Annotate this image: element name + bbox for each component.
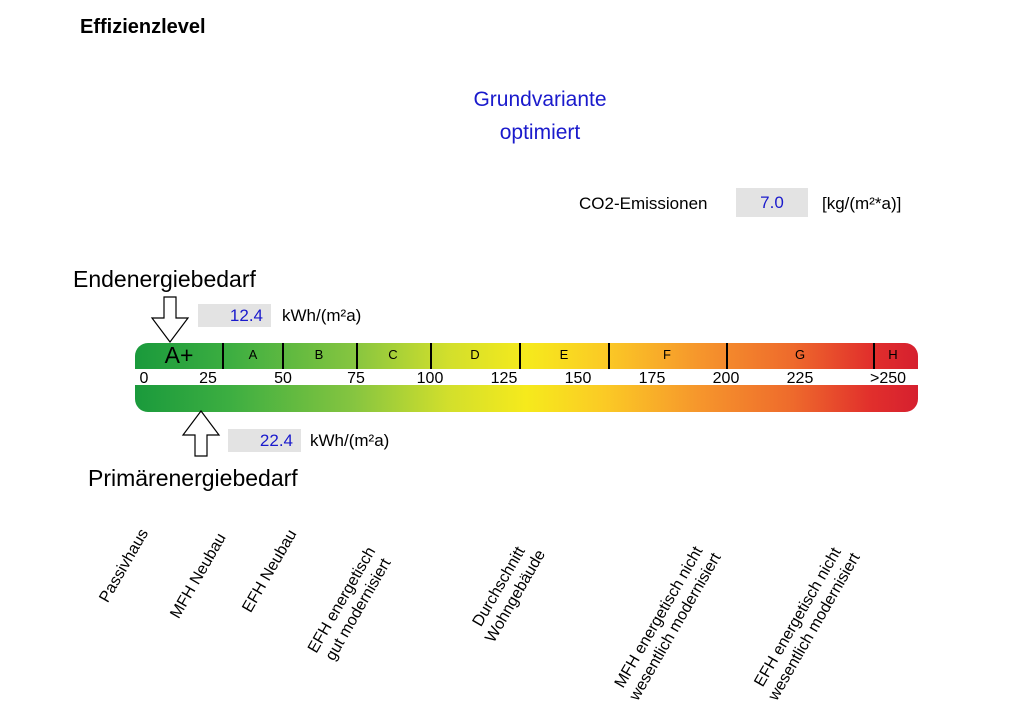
variant-subtitle: optimiert (499, 121, 581, 144)
scale-tick: 175 (638, 370, 666, 387)
building-type-line: Passivhaus (96, 526, 153, 606)
scale-tick: >250 (869, 370, 907, 387)
class-divider (356, 343, 358, 369)
building-type-label: Durchschnitt Wohngebäude (465, 537, 550, 646)
class-label: G (794, 347, 806, 362)
scale-tick: 200 (712, 370, 740, 387)
scale-tick: 50 (274, 370, 292, 387)
co2-value: 7.0 (736, 188, 808, 217)
variant-name: Grundvariante (473, 88, 607, 111)
scale-tick: 25 (199, 370, 217, 387)
scale-tick: 225 (786, 370, 814, 387)
building-type-label: MFH energetisch nicht wesentlich moderni… (609, 540, 726, 704)
class-label: E (559, 347, 569, 362)
class-label: C (388, 347, 398, 362)
building-type-line: EFH Neubau (239, 526, 301, 616)
scale-tick: 150 (564, 370, 592, 387)
page-title: Effizienzlevel (80, 16, 206, 38)
class-label: B (314, 347, 324, 362)
class-divider (726, 343, 728, 369)
scale-tick: 125 (490, 370, 518, 387)
endenergie-unit: kWh/(m²a) (282, 306, 362, 325)
co2-label: CO2-Emissionen (579, 194, 708, 213)
primaerenergie-arrow-icon (181, 410, 221, 457)
endenergie-arrow-icon (150, 296, 190, 343)
class-label: A (248, 347, 258, 362)
class-label: A+ (164, 342, 194, 368)
endenergie-value: 12.4 (198, 304, 271, 327)
building-type-line: MFH Neubau (167, 530, 230, 622)
scale-tick: 0 (139, 370, 149, 387)
primaerenergie-value: 22.4 (228, 429, 301, 452)
energy-gradient-bar (135, 385, 918, 412)
building-type-label: EFH Neubau (239, 526, 302, 616)
class-divider (519, 343, 521, 369)
class-divider (873, 343, 875, 369)
building-type-label: MFH Neubau (167, 530, 231, 622)
class-divider (222, 343, 224, 369)
building-type-label: Passivhaus (96, 526, 153, 606)
endenergie-title: Endenergiebedarf (73, 266, 256, 292)
co2-unit: [kg/(m²*a)] (822, 194, 902, 213)
building-type-label: EFH energetisch gut modernisiert (304, 544, 396, 666)
class-label: F (663, 347, 671, 362)
scale-tick: 100 (416, 370, 444, 387)
class-divider (430, 343, 432, 369)
efficiency-class-bar: A+ A B C D E F G H (135, 342, 918, 369)
class-label: H (888, 347, 898, 362)
class-label: D (470, 347, 480, 362)
primaerenergie-title: Primärenergiebedarf (88, 465, 298, 491)
building-type-label: EFH energetisch nicht wesentlich moderni… (748, 540, 865, 704)
class-divider (608, 343, 610, 369)
scale-tick: 75 (347, 370, 365, 387)
primaerenergie-unit: kWh/(m²a) (310, 431, 390, 450)
class-divider (282, 343, 284, 369)
